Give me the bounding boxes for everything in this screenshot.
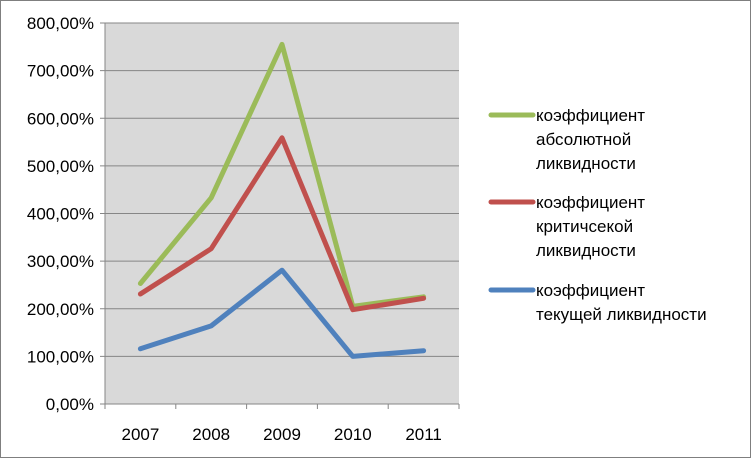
y-tick-label: 700,00%: [27, 62, 94, 81]
legend: коэффициентабсолютнойликвидностикоэффици…: [488, 106, 707, 324]
x-tick-label: 2008: [192, 425, 230, 444]
series-line-1: [137, 41, 427, 309]
y-tick-label: 100,00%: [27, 347, 94, 366]
gridlines: [105, 22, 459, 357]
legend-label: текущей ликвидности: [536, 305, 707, 324]
x-axis-tick-labels: 2007 2008 2009 2010 2011: [121, 425, 441, 444]
axes: [100, 22, 460, 409]
x-tick-label: 2011: [405, 425, 442, 444]
series-lines: [137, 41, 427, 359]
y-tick-label: 500,00%: [27, 157, 94, 176]
x-tick-label: 2010: [334, 425, 372, 444]
y-tick-label: 400,00%: [27, 205, 94, 224]
legend-label: ликвидности: [536, 154, 636, 173]
legend-entry: коэффициент абсолютной ликвидности: [488, 106, 645, 173]
y-tick-label: 0,00%: [46, 395, 94, 414]
x-tick-label: 2007: [121, 425, 159, 444]
y-axis-tick-labels: 0,00% 100,00% 200,00% 300,00% 400,00% 500,00%…: [27, 14, 94, 414]
legend-label: критичсекой: [536, 217, 633, 236]
y-tick-label: 600,00%: [27, 109, 94, 128]
legend-label: ликвидности: [536, 241, 636, 260]
legend-label: абсолютной: [536, 130, 631, 149]
legend-label: коэффициент: [536, 281, 645, 300]
legend-entry: коэффициент текущей ликвидности: [488, 281, 707, 324]
y-tick-label: 800,00%: [27, 14, 94, 33]
y-tick-label: 300,00%: [27, 252, 94, 271]
x-tick-label: 2009: [263, 425, 301, 444]
series-line-2: [137, 135, 427, 313]
legend-label: коэффициент: [536, 193, 645, 212]
legend-entry: коэффициент критичсекой ликвидности: [488, 193, 645, 260]
series-line-3: [137, 267, 427, 359]
legend-label: коэффициент: [536, 106, 645, 125]
y-tick-label: 200,00%: [27, 300, 94, 319]
